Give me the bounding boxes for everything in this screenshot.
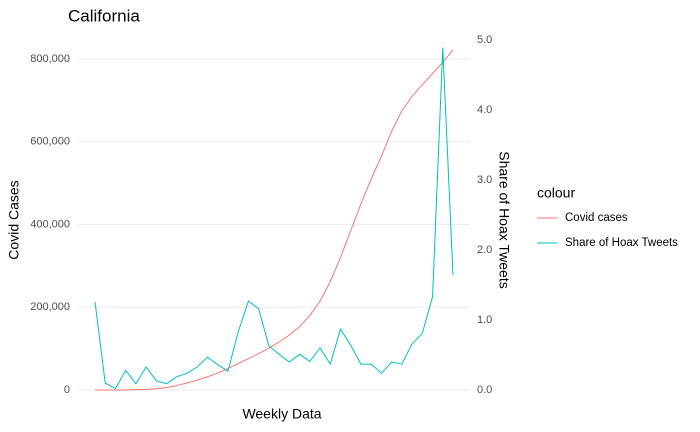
legend-title: colour <box>537 185 575 201</box>
y-tick-label: 600,000 <box>30 136 70 148</box>
y-tick-label: 200,000 <box>30 301 70 313</box>
y2-axis-title: Share of Hoax Tweets <box>496 151 512 288</box>
legend-label: Covid cases <box>565 212 628 224</box>
y-axis-title: Covid Cases <box>6 180 22 259</box>
y2-tick-label: 0.0 <box>477 384 492 396</box>
y2-tick-label: 2.0 <box>477 244 492 256</box>
x-axis-title: Weekly Data <box>242 406 321 422</box>
legend-label: Share of Hoax Tweets <box>565 237 678 249</box>
line <box>95 49 454 391</box>
line <box>94 47 454 390</box>
y2-tick-label: 1.0 <box>477 314 492 326</box>
y2-tick-label: 5.0 <box>477 34 492 46</box>
y2-tick-label: 4.0 <box>477 104 492 116</box>
chart-title: California <box>68 6 140 25</box>
y2-tick-label: 3.0 <box>477 174 492 186</box>
y-tick-label: 800,000 <box>30 53 70 65</box>
y-tick-label: 400,000 <box>30 218 70 230</box>
y-tick-label: 0 <box>64 384 70 396</box>
